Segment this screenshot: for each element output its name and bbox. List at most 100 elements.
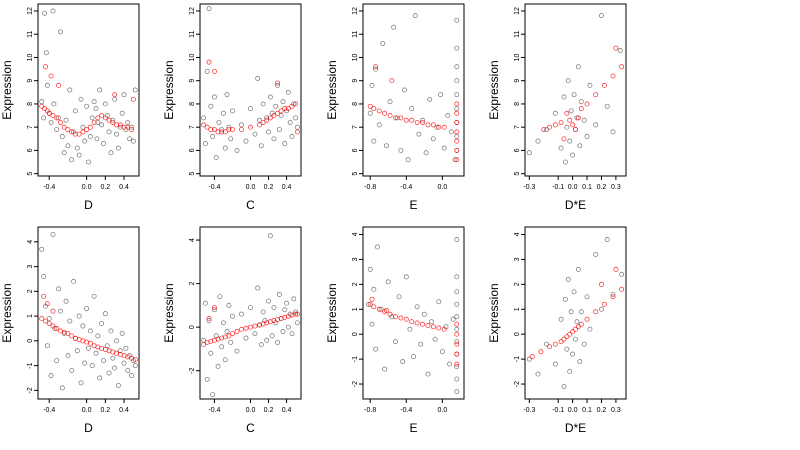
observed-point xyxy=(284,300,290,306)
observed-point xyxy=(565,78,571,84)
fitted-point xyxy=(610,73,616,79)
x-tick-label: 0.0 xyxy=(246,184,256,191)
plot-frame xyxy=(37,3,140,177)
x-tick-label: -0.4 xyxy=(43,184,55,191)
fitted-point xyxy=(567,331,573,337)
observed-point xyxy=(257,117,262,123)
x-tick-label: 0.2 xyxy=(597,407,607,414)
observed-point xyxy=(412,13,418,19)
observed-point xyxy=(604,237,610,242)
fitted-point xyxy=(87,124,93,130)
y-axis-label: Expression xyxy=(325,283,339,342)
fitted-point xyxy=(46,110,52,116)
observed-point xyxy=(97,87,103,93)
fitted-point xyxy=(610,294,616,300)
fitted-point xyxy=(282,106,288,112)
observed-point xyxy=(115,382,121,388)
observed-point xyxy=(213,154,219,160)
x-tick-label: 0.3 xyxy=(611,407,621,414)
fitted-point xyxy=(599,281,604,287)
observed-point xyxy=(402,87,407,93)
observed-point xyxy=(430,136,436,142)
fitted-point xyxy=(43,318,48,324)
observed-point xyxy=(125,368,131,373)
fitted-point xyxy=(72,131,78,137)
fitted-points xyxy=(529,266,625,360)
fitted-point xyxy=(211,305,217,311)
y-tick-label: -1 xyxy=(27,362,34,368)
observed-point xyxy=(54,358,60,364)
fitted-point xyxy=(201,122,207,128)
observed-point xyxy=(41,274,47,279)
y-tick-label: 11 xyxy=(27,30,34,37)
y-tick-label: 9 xyxy=(352,79,359,83)
observed-point xyxy=(84,306,90,312)
fitted-point xyxy=(403,117,409,123)
fitted-point xyxy=(106,117,112,123)
observed-point xyxy=(108,328,114,334)
scatter-panel-3: -0.8 -0.4 0.0 5 6 7 8 9 10 11 12 E Expression xyxy=(325,3,465,212)
observed-point xyxy=(575,64,581,70)
observed-point xyxy=(578,309,584,315)
observed-point xyxy=(391,24,397,30)
fitted-points xyxy=(201,59,300,135)
y-tick-label: 6 xyxy=(514,148,521,152)
observed-point xyxy=(575,266,581,272)
observed-point xyxy=(432,336,438,342)
observed-point xyxy=(434,124,440,130)
y-tick-label: 2 xyxy=(514,282,521,286)
observed-point xyxy=(119,330,125,336)
observed-point xyxy=(101,358,106,364)
x-tick-label: -0.4 xyxy=(208,407,220,414)
fitted-point xyxy=(454,351,460,357)
fitted-point xyxy=(294,311,300,317)
fitted-point xyxy=(561,136,567,142)
fitted-point xyxy=(383,308,389,313)
observed-point xyxy=(450,316,456,322)
observed-point xyxy=(215,363,221,369)
plot-frame xyxy=(199,226,302,400)
x-tick-label: -0.8 xyxy=(364,407,376,414)
fitted-point xyxy=(243,325,249,331)
y-tick-label: 2 xyxy=(189,282,196,286)
y-tick-label: 6 xyxy=(352,148,359,152)
observed-point xyxy=(76,152,82,158)
observed-point xyxy=(269,333,275,339)
y-tick-label: 8 xyxy=(352,102,359,106)
observed-point xyxy=(87,134,93,139)
fitted-point xyxy=(564,334,570,340)
fitted-point xyxy=(403,316,409,322)
observed-point xyxy=(526,356,532,362)
observed-point xyxy=(65,353,71,359)
observed-point xyxy=(130,138,136,144)
y-tick-label: 7 xyxy=(514,125,521,129)
observed-point xyxy=(374,244,380,250)
observed-point xyxy=(387,99,393,105)
observed-point xyxy=(291,296,297,302)
observed-point xyxy=(599,306,604,312)
observed-point xyxy=(273,103,279,109)
observed-point xyxy=(275,82,281,88)
fitted-point xyxy=(257,122,262,128)
observed-point xyxy=(204,376,210,382)
observed-point xyxy=(91,293,97,299)
x-tick-label: -0.1 xyxy=(552,407,564,414)
observed-point xyxy=(266,129,271,135)
y-axis-label: Expression xyxy=(162,283,176,342)
x-tick-label: -0.1 xyxy=(552,184,564,191)
observed-point xyxy=(61,150,67,156)
observed-point xyxy=(106,129,112,135)
fitted-point xyxy=(371,304,377,310)
y-tick-label: 4 xyxy=(352,232,359,236)
fitted-point xyxy=(39,103,45,109)
fitted-point xyxy=(436,124,442,130)
fitted-point xyxy=(42,106,47,112)
observed-point xyxy=(80,323,86,329)
fitted-point xyxy=(376,108,382,114)
observed-point xyxy=(282,141,288,146)
x-tick-label: 0.0 xyxy=(246,407,256,414)
observed-point xyxy=(252,331,258,337)
y-axis-label: Expression xyxy=(162,60,176,119)
observed-point xyxy=(102,101,108,107)
fitted-point xyxy=(613,45,619,51)
